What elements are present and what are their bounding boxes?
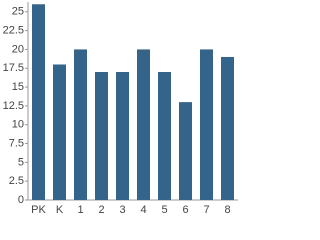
- bar: [95, 72, 108, 200]
- y-tick-label: 7.5: [9, 137, 24, 149]
- bar: [53, 64, 66, 200]
- x-tick-label: PK: [31, 204, 46, 216]
- y-tick-label: 17.5: [3, 62, 24, 74]
- bar: [179, 102, 192, 200]
- x-tick-label: 3: [119, 204, 125, 216]
- y-tick-label: 5: [18, 156, 24, 168]
- y-tick-label: 20: [12, 43, 24, 55]
- y-tick-label: 25: [12, 6, 24, 18]
- page: 0 2.5 5 7.5 10 12.5 15 17.5 20 22.5 25 PK K 1 2 3 4 5 6 7 8 …: [2, 2, 238, 216]
- y-tick-label: 22.5: [3, 25, 24, 37]
- bar: [200, 49, 213, 200]
- x-tick-label: 7: [203, 204, 209, 216]
- y-tick-label: 10: [12, 119, 24, 131]
- x-tick-label: 6: [182, 204, 188, 216]
- x-tick-label: 2: [98, 204, 104, 216]
- y-tick-label: 12.5: [3, 100, 24, 112]
- chart: 0 2.5 5 7.5 10 12.5 15 17.5 20 22.5 25 PK K 1 2 3 4 5 6 7 8: [3, 2, 238, 216]
- bar: [137, 49, 150, 200]
- x-tick-label: 5: [161, 204, 167, 216]
- y-tick-label: 2.5: [9, 175, 24, 187]
- x-tick-label: K: [56, 204, 64, 216]
- y-tick-label: 15: [12, 81, 24, 93]
- bar: [158, 72, 171, 200]
- bar: [221, 56, 234, 200]
- bar: [116, 72, 129, 200]
- bar: [74, 49, 87, 200]
- y-tick-label: 0: [18, 194, 24, 206]
- x-tick-label: 4: [140, 204, 146, 216]
- x-tick-label: 8: [224, 204, 230, 216]
- bar: [32, 4, 45, 200]
- x-tick-label: 1: [77, 204, 83, 216]
